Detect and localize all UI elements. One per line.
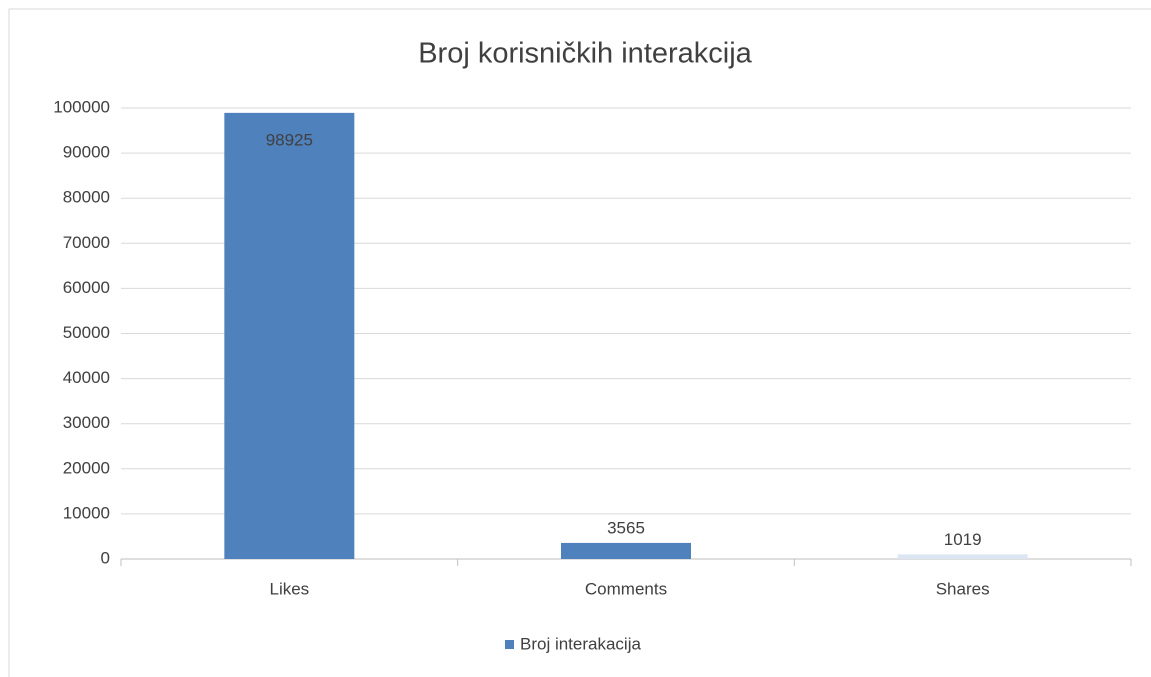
- bar: [224, 112, 355, 559]
- y-tick-label: 70000: [63, 233, 110, 252]
- x-tick-label: Shares: [936, 579, 990, 598]
- legend-label: Broj interakacija: [520, 634, 641, 653]
- y-tick-label: 100000: [53, 97, 110, 116]
- y-tick-label: 0: [101, 548, 110, 567]
- bar: [561, 542, 691, 559]
- y-tick-label: 50000: [63, 323, 110, 342]
- data-label: 3565: [607, 518, 645, 537]
- y-tick-label: 30000: [63, 413, 110, 432]
- data-label: 98925: [266, 130, 313, 149]
- y-tick-label: 40000: [63, 368, 110, 387]
- y-tick-label: 90000: [63, 143, 110, 162]
- x-tick-label: Likes: [269, 579, 309, 598]
- bar: [897, 554, 1028, 559]
- y-tick-label: 10000: [63, 503, 110, 522]
- data-label: 1019: [944, 530, 982, 549]
- y-tick-label: 20000: [63, 458, 110, 477]
- chart-title: Broj korisničkih interakcija: [418, 38, 752, 70]
- chart-border: [8, 8, 1151, 677]
- y-tick-label: 60000: [63, 278, 110, 297]
- y-tick-label: 80000: [63, 188, 110, 207]
- x-tick-label: Comments: [585, 579, 667, 598]
- legend-swatch: [505, 640, 514, 649]
